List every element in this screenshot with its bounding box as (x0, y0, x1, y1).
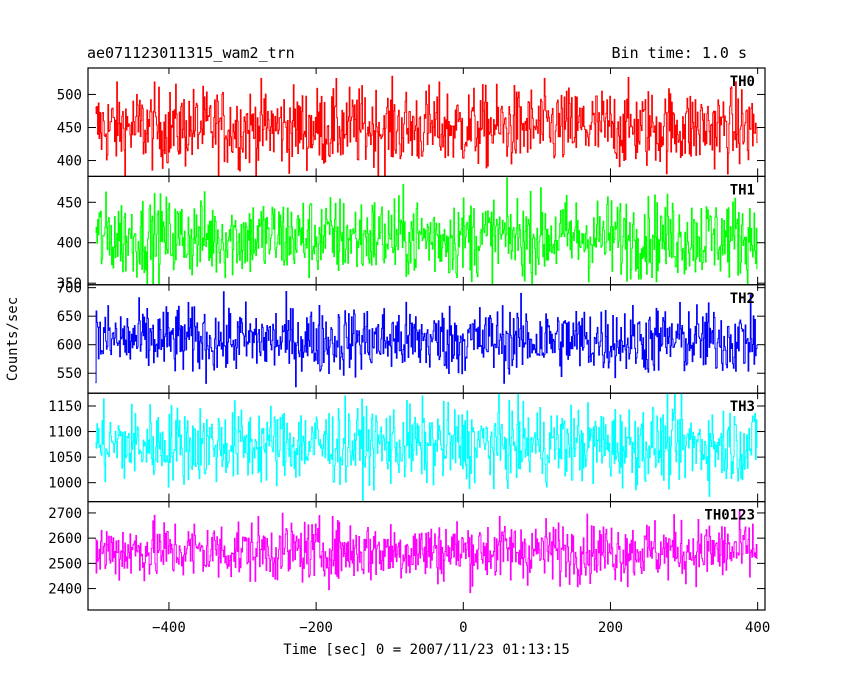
x-tick-label: −400 (152, 620, 186, 636)
x-tick-label: 200 (598, 620, 623, 636)
y-tick-label-th0123: 2700 (48, 506, 82, 522)
y-tick-label-th2: 650 (57, 309, 82, 325)
y-axis-label: Counts/sec (5, 297, 21, 381)
y-tick-label-th1: 450 (57, 195, 82, 211)
x-tick-label: 0 (459, 620, 467, 636)
panel-label-th2: TH2 (730, 291, 755, 307)
x-axis-label: Time [sec] 0 = 2007/11/23 01:13:15 (283, 642, 570, 658)
y-tick-label-th3: 1000 (48, 476, 82, 492)
y-tick-label-th0: 400 (57, 154, 82, 170)
x-tick-label: −200 (299, 620, 333, 636)
y-tick-label-th2: 600 (57, 338, 82, 354)
series-line-th0123 (95, 508, 758, 594)
x-tick-label: 400 (745, 620, 770, 636)
series-line-th3 (95, 393, 758, 502)
chart-title-left: ae071123011315_wam2_trn (87, 44, 295, 62)
y-tick-label-th3: 1150 (48, 399, 82, 415)
y-tick-label-th3: 1050 (48, 450, 82, 466)
y-tick-label-th1: 350 (57, 276, 82, 292)
y-tick-label-th0: 450 (57, 120, 82, 136)
panel-label-th0: TH0 (730, 74, 755, 90)
series-line-th1 (95, 177, 758, 285)
panel-label-th1: TH1 (730, 182, 755, 198)
panel-label-th3: TH3 (730, 399, 755, 415)
y-tick-label-th0123: 2600 (48, 531, 82, 547)
y-tick-label-th2: 550 (57, 366, 82, 382)
panel-label-th0123: TH0123 (704, 508, 755, 524)
y-tick-label-th1: 400 (57, 236, 82, 252)
panel-frame-th0123 (87, 501, 766, 611)
chart-title-right: Bin time: 1.0 s (611, 44, 747, 62)
y-tick-label-th0: 500 (57, 87, 82, 103)
y-tick-label-th0123: 2400 (48, 582, 82, 598)
series-line-th0 (95, 75, 758, 177)
y-tick-label-th0123: 2500 (48, 556, 82, 572)
series-line-th2 (95, 290, 758, 388)
y-tick-label-th3: 1100 (48, 425, 82, 441)
y-tick-label-th2: 700 (57, 281, 82, 297)
